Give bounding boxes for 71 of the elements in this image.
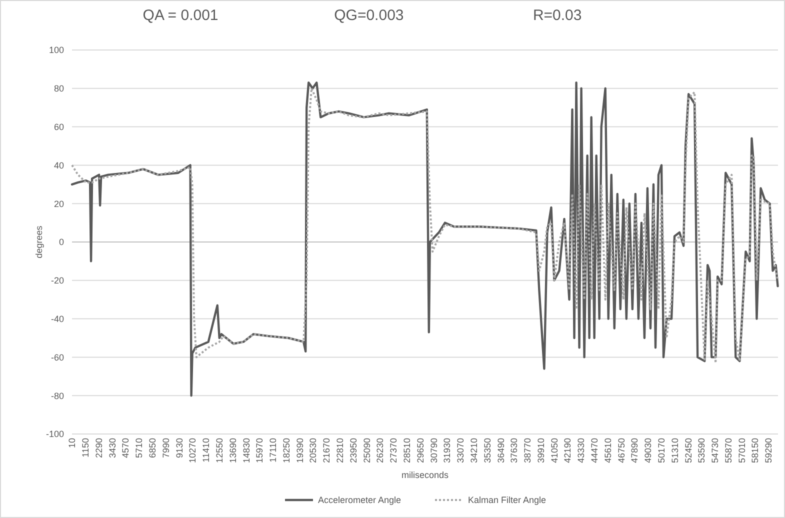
x-tick-label: 39910 xyxy=(536,438,546,464)
y-tick-label: 60 xyxy=(54,122,64,132)
x-tick-label: 23950 xyxy=(348,438,358,464)
x-tick-label: 17110 xyxy=(268,438,278,462)
x-tick-label: 34210 xyxy=(468,438,479,464)
x-tick-label: 43330 xyxy=(576,438,586,464)
x-tick-label: 26230 xyxy=(375,438,386,464)
y-tick-label: 0 xyxy=(58,237,64,248)
y-tick-label: 40 xyxy=(54,160,64,170)
x-tick-label: 18250 xyxy=(281,438,292,464)
x-tick-label: 19390 xyxy=(294,438,305,464)
y-tick-label: -40 xyxy=(50,314,64,324)
y-tick-label: 20 xyxy=(54,198,64,209)
x-tick-label: 13690 xyxy=(228,438,238,464)
x-tick-label: 29650 xyxy=(415,438,426,464)
x-tick-label: 59290 xyxy=(764,438,774,464)
text: QG=0.003 xyxy=(334,7,404,24)
x-tick-label: 45610 xyxy=(602,438,613,464)
x-tick-label: 11410 xyxy=(201,438,212,462)
x-tick-label: 27370 xyxy=(388,438,399,464)
x-tick-label: 6850 xyxy=(148,438,158,458)
y-tick-label: -80 xyxy=(50,390,64,401)
x-tick-label: 36490 xyxy=(496,438,506,464)
x-tick-label: 4570 xyxy=(120,438,131,458)
x-tick-label: 25090 xyxy=(362,438,372,464)
x-tick-label: 49030 xyxy=(643,438,654,464)
x-tick-label: 2290 xyxy=(94,438,104,458)
text: R=0.03 xyxy=(532,7,582,24)
x-tick-label: 1150 xyxy=(80,438,91,458)
y-tick-label: 100 xyxy=(48,45,64,56)
x-tick-label: 55870 xyxy=(723,438,734,464)
x-tick-label: 47890 xyxy=(630,438,640,464)
x-axis-title: miliseconds xyxy=(401,470,449,480)
x-tick-label: 22810 xyxy=(335,438,346,464)
x-tick-label: 58150 xyxy=(750,438,760,464)
x-tick-label: 9130 xyxy=(174,438,184,458)
x-tick-label: 20530 xyxy=(308,438,318,464)
x-tick-label: 54730 xyxy=(710,438,720,464)
x-tick-label: 14830 xyxy=(241,438,252,464)
legend-label: Kalman Filter Angle xyxy=(468,495,546,506)
y-tick-label: -20 xyxy=(50,276,64,286)
x-tick-label: 35350 xyxy=(482,438,492,464)
y-tick-label: -100 xyxy=(46,429,64,440)
x-tick-label: 5710 xyxy=(134,438,144,458)
x-tick-label: 51310 xyxy=(670,438,680,464)
x-tick-label: 46750 xyxy=(616,438,626,464)
x-tick-label: 52450 xyxy=(683,438,694,464)
x-tick-label: 12550 xyxy=(214,438,224,464)
x-tick-label: 3430 xyxy=(107,438,118,458)
x-tick-label: 10 xyxy=(67,438,78,448)
x-tick-label: 44470 xyxy=(590,438,600,464)
x-tick-label: 10270 xyxy=(188,438,198,464)
x-tick-label: 7990 xyxy=(160,438,171,458)
y-axis-title: degrees xyxy=(34,225,44,258)
legend-label: Accelerometer Angle xyxy=(318,495,402,506)
y-tick-label: -60 xyxy=(50,352,64,362)
text: QA = 0.001 xyxy=(142,7,218,24)
x-tick-label: 31930 xyxy=(442,438,452,464)
y-tick-label: 80 xyxy=(54,84,64,94)
x-tick-label: 53590 xyxy=(696,438,707,464)
x-tick-label: 37630 xyxy=(509,438,520,464)
x-tick-label: 33070 xyxy=(456,438,466,464)
x-tick-label: 30790 xyxy=(428,438,439,464)
x-tick-label: 41050 xyxy=(549,438,560,464)
x-tick-label: 57010 xyxy=(736,438,747,464)
x-tick-label: 21670 xyxy=(322,438,332,464)
x-tick-label: 15970 xyxy=(254,438,265,464)
x-tick-label: 50170 xyxy=(656,438,666,464)
x-tick-label: 28510 xyxy=(402,438,412,464)
x-tick-label: 42190 xyxy=(562,438,573,464)
x-tick-label: 38770 xyxy=(522,438,533,464)
